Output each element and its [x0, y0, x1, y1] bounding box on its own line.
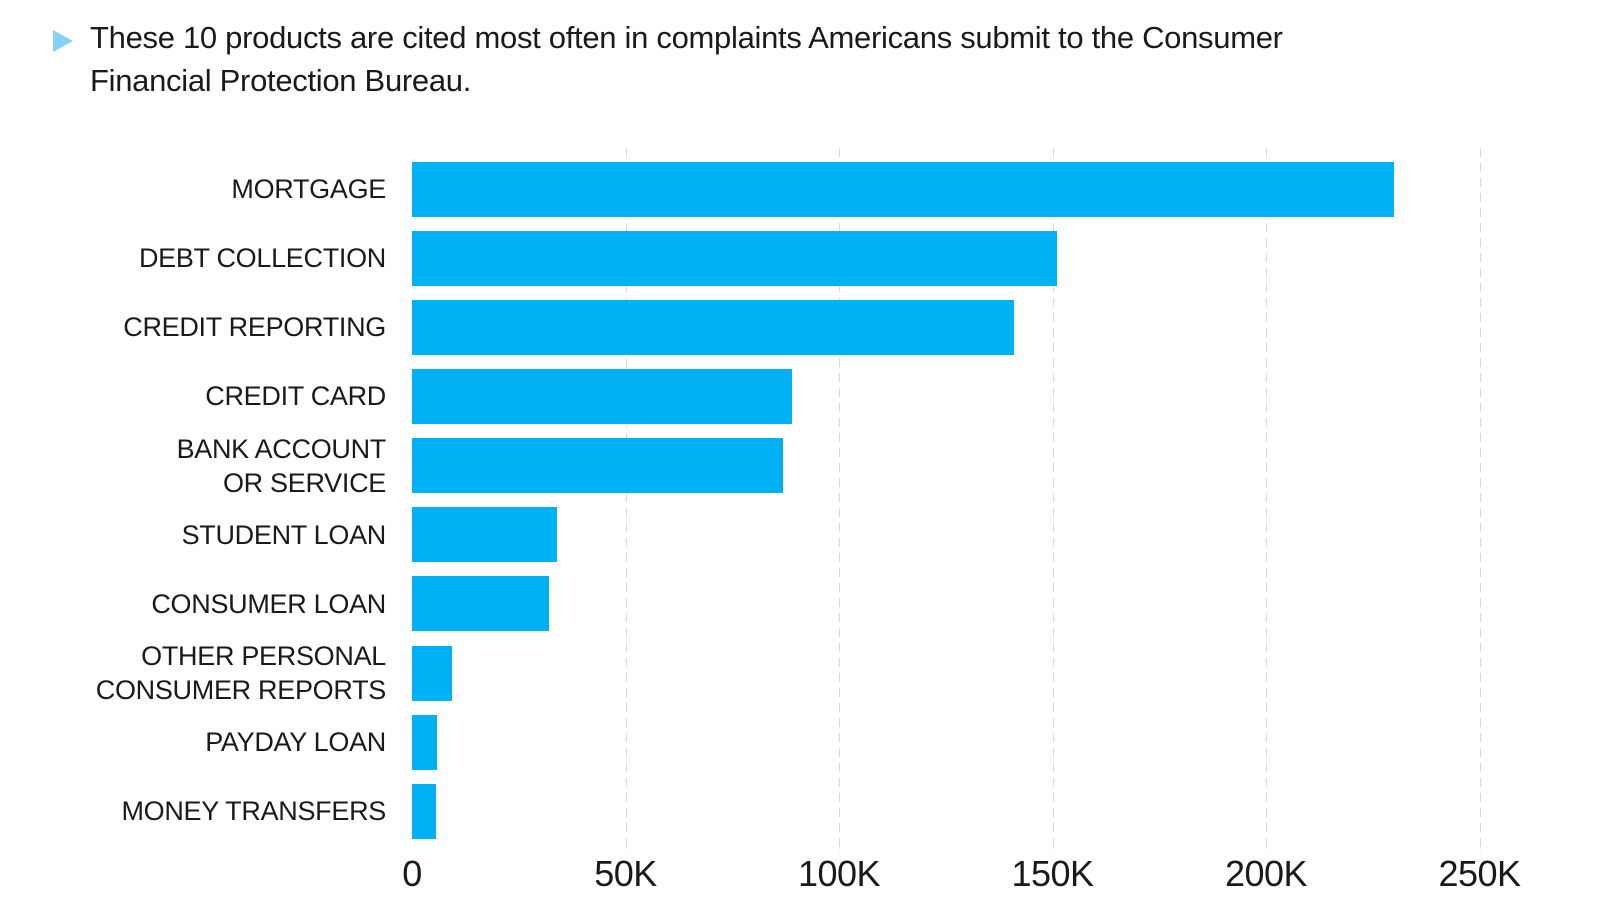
- bar-student-loan: [412, 507, 558, 563]
- bar-consumer-loan: [412, 576, 549, 632]
- x-axis-tick-label-250k: 250K: [1438, 853, 1521, 894]
- category-label-bank-account-or-service: BANK ACCOUNT OR SERVICE: [176, 433, 387, 498]
- x-axis-tick-label-50k: 50K: [594, 853, 657, 894]
- gridline-150k: [1052, 148, 1054, 854]
- chart-title: These 10 products are cited most often i…: [90, 20, 1283, 98]
- category-label-payday-loan: PAYDAY LOAN: [205, 727, 386, 758]
- x-axis-tick-label-100k: 100K: [797, 853, 881, 894]
- gridline-250k: [1479, 148, 1481, 854]
- bar-payday-loan: [412, 714, 437, 770]
- category-label-credit-card: CREDIT CARD: [205, 381, 386, 412]
- gridline-100k: [839, 148, 840, 854]
- bar-other-personal-consumer-reports: [412, 645, 453, 701]
- category-label-mortgage: MORTGAGE: [231, 174, 386, 204]
- x-axis-tick-label-200k: 200K: [1224, 853, 1308, 894]
- category-label-other-personal-consumer-reports: OTHER PERSONAL CONSUMER REPORTS: [95, 641, 387, 706]
- category-label-student-loan: STUDENT LOAN: [181, 519, 387, 550]
- bar-credit-reporting: [412, 299, 1015, 355]
- bar-debt-collection: [412, 230, 1057, 286]
- gridline-50k: [625, 148, 627, 854]
- category-label-money-transfers: MONEY TRANSFERS: [121, 796, 386, 827]
- category-label-consumer-loan: CONSUMER LOAN: [151, 588, 386, 619]
- category-label-debt-collection: DEBT COLLECTION: [138, 243, 386, 274]
- bar-bank-account-or-service: [412, 438, 784, 494]
- x-axis-tick-label-150k: 150K: [1011, 853, 1094, 894]
- triangle-right-bullet-icon: [53, 30, 73, 52]
- gridline-200k: [1266, 148, 1267, 854]
- bar-money-transfers: [412, 783, 437, 839]
- bar-credit-card: [412, 368, 793, 424]
- bar-mortgage: [412, 161, 1395, 217]
- x-axis-tick-label-0: 0: [402, 853, 422, 894]
- category-label-credit-reporting: CREDIT REPORTING: [123, 312, 386, 343]
